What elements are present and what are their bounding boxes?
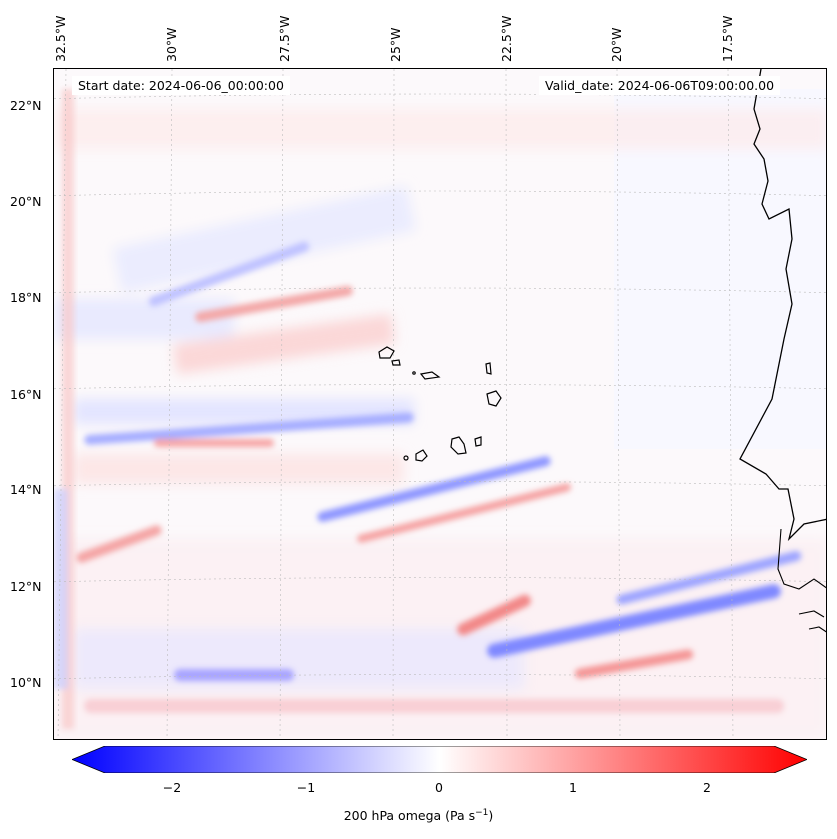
lon-label-22-5w: 22.5°W	[499, 15, 514, 62]
lat-label-20n: 20°N	[10, 194, 42, 209]
start-date-label: Start date: 2024-06-06_00:00:00	[72, 76, 290, 95]
lat-label-12n: 12°N	[10, 579, 42, 594]
lat-label-14n: 14°N	[10, 482, 42, 497]
lat-label-16n: 16°N	[10, 387, 42, 402]
africa-coastline	[739, 69, 826, 542]
colorbar	[72, 746, 807, 773]
valid-date-label: Valid_date: 2024-06-06T09:00:00.00	[539, 76, 781, 95]
lon-label-30w: 30°W	[164, 27, 179, 62]
colorbar-tick-2: 2	[703, 780, 711, 795]
lon-label-17-5w: 17.5°W	[720, 15, 735, 62]
lon-label-25w: 25°W	[388, 27, 403, 62]
lat-label-22n: 22°N	[10, 98, 42, 113]
lon-label-27-5w: 27.5°W	[277, 15, 292, 62]
lon-label-32-5w: 32.5°W	[53, 15, 68, 62]
colorbar-tick-minus-1: −1	[296, 780, 316, 795]
cape-verde-islands	[378, 346, 502, 462]
lon-label-20w: 20°W	[609, 27, 624, 62]
colorbar-tick-1: 1	[569, 780, 577, 795]
omega-field	[54, 69, 826, 739]
omega-map	[53, 68, 827, 740]
colorbar-tick-0: 0	[435, 780, 443, 795]
lat-label-10n: 10°N	[10, 675, 42, 690]
colorbar-tick-minus-2: −2	[162, 780, 182, 795]
lat-label-18n: 18°N	[10, 290, 42, 305]
colorbar-label: 200 hPa omega (Pa s−1)	[343, 808, 494, 824]
